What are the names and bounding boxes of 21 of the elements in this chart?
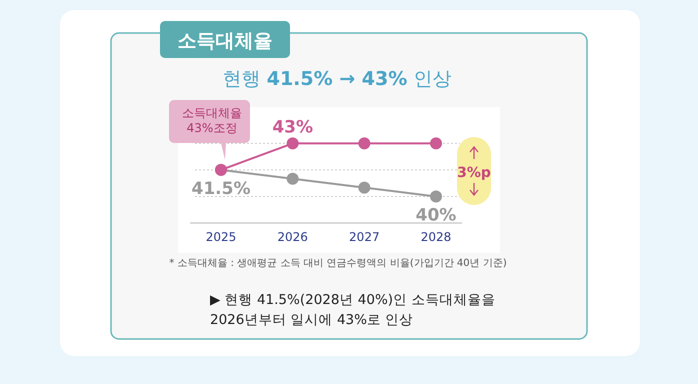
x-tick-label: 2025 <box>206 230 236 244</box>
annotation: 3%p <box>457 165 491 181</box>
annotation: 소득대체율 43%조정 <box>182 106 242 135</box>
x-tick-label: 2026 <box>277 230 308 244</box>
data-label: 41.5% <box>192 178 250 199</box>
point <box>286 137 299 150</box>
chart-subtitle: 현행 41.5% → 43% 인상 <box>222 68 452 90</box>
chart-title: 소득대체율 <box>178 30 272 52</box>
x-tick-label: 2028 <box>420 230 452 244</box>
data-label: 40% <box>416 205 456 226</box>
point <box>430 190 442 202</box>
data-label: 43% <box>272 117 314 138</box>
callout: 소득대체율 43%조정 <box>169 100 250 160</box>
point <box>286 172 299 185</box>
point <box>430 137 442 150</box>
text: ▶ 현행 41.5%(2028년 40%)인 소득대체율을 2026년부터 일시에 43%로 인상 <box>210 292 496 328</box>
x-tick-label: 2027 <box>349 230 380 244</box>
title-tab: 소득대체율 <box>160 21 290 58</box>
text: * 소득대체율 : 생애평균 소득 대비 연금수령액의 비율(가입기간 40년 기준) <box>169 258 507 269</box>
point <box>358 137 370 150</box>
point <box>358 182 370 194</box>
